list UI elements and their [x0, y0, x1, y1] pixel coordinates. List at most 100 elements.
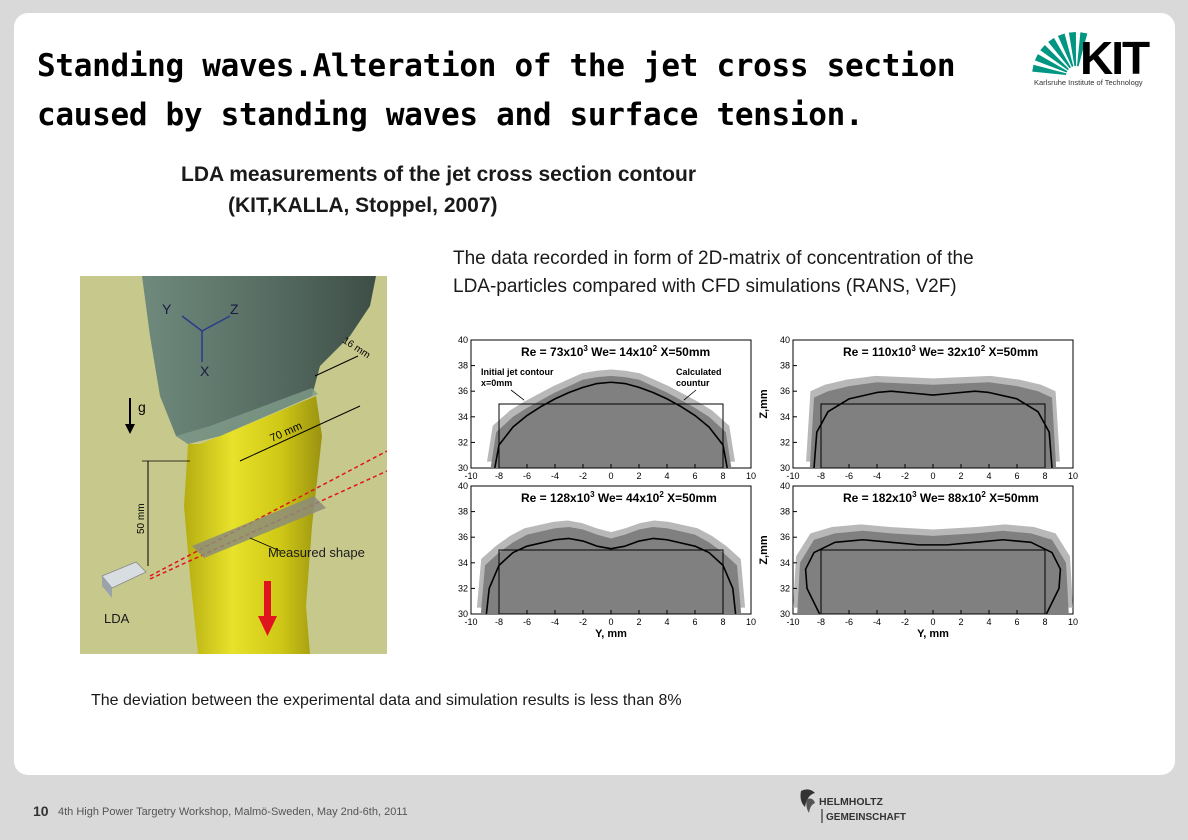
- kit-logo: KIT: [1032, 32, 1150, 80]
- y-tick-label: 38: [780, 507, 790, 517]
- y-tick-label: 40: [458, 335, 468, 345]
- x-tick-label: 2: [958, 617, 963, 627]
- y-tick-label: 40: [458, 481, 468, 491]
- panel-title: Re = 128x103 We= 44x102 X=50mm: [521, 490, 717, 505]
- x-tick-label: 10: [1068, 617, 1078, 627]
- y-tick-label: 38: [458, 507, 468, 517]
- panel-title: Re = 110x103 We= 32x102 X=50mm: [843, 344, 1038, 359]
- y-tick-label: 32: [780, 437, 790, 447]
- panel-annotation: countur: [676, 378, 710, 388]
- conclusion-text: The deviation between the experimental d…: [91, 692, 682, 709]
- helmholtz-mark-icon: [800, 789, 815, 813]
- y-tick-label: 34: [458, 558, 468, 568]
- description-text: The data recorded in form of 2D-matrix o…: [453, 248, 974, 297]
- x-tick-label: -6: [845, 617, 853, 627]
- axis-x-label: X: [200, 363, 210, 379]
- x-tick-label: 8: [1042, 617, 1047, 627]
- panel-title: Re = 182x103 We= 88x102 X=50mm: [843, 490, 1039, 505]
- x-tick-label: 10: [746, 617, 756, 627]
- x-tick-label: 4: [664, 471, 669, 481]
- laser-beam-2: [149, 470, 387, 580]
- flow-arrow-shaft: [264, 581, 271, 619]
- annotation-pointer: [510, 389, 525, 401]
- nozzle-exit-plane: [176, 388, 318, 444]
- y-tick-label: 40: [780, 335, 790, 345]
- x-tick-label: -8: [495, 471, 503, 481]
- x-tick-label: -10: [464, 471, 477, 481]
- kit-logo-subtitle: Karlsruhe Institute of Technology: [1034, 78, 1143, 87]
- y-tick-label: 36: [458, 386, 468, 396]
- page-number: 10: [33, 803, 49, 819]
- x-tick-label: -4: [873, 617, 881, 627]
- x-tick-label: -8: [817, 617, 825, 627]
- x-tick-label: -4: [551, 471, 559, 481]
- x-tick-label: -2: [579, 471, 587, 481]
- laser-beam-1: [149, 450, 387, 577]
- axis-z-label: Z: [230, 301, 239, 317]
- panel-annotation: x=0mm: [481, 378, 512, 388]
- footer-text: 4th High Power Targetry Workshop, Malmö-…: [58, 806, 408, 818]
- y-axis-label: Z,mm: [758, 535, 770, 565]
- calculated-contour: [485, 537, 737, 615]
- y-tick-label: 34: [458, 412, 468, 422]
- kit-fan-blade: [1068, 32, 1076, 67]
- measured-shape-label: Measured shape: [268, 545, 365, 560]
- x-tick-label: 2: [958, 471, 963, 481]
- y-tick-label: 30: [780, 609, 790, 619]
- x-tick-label: 4: [986, 617, 991, 627]
- y-tick-label: 34: [780, 558, 790, 568]
- gravity-arrow-head: [125, 424, 135, 434]
- kit-fan-blade: [1057, 33, 1074, 67]
- x-tick-label: -8: [817, 471, 825, 481]
- x-tick-label: 8: [720, 617, 725, 627]
- y-tick-label: 36: [780, 532, 790, 542]
- x-tick-label: -6: [845, 471, 853, 481]
- calculated-contour: [494, 381, 728, 469]
- helmholtz-logo: HELMHOLTZ GEMEINSCHAFT: [800, 789, 906, 823]
- x-tick-label: 2: [636, 617, 641, 627]
- slide-title: Standing waves.Alteration of the jet cro…: [37, 48, 956, 133]
- x-tick-label: 0: [608, 471, 613, 481]
- y-axis-label: Z,mm: [758, 389, 770, 419]
- x-tick-label: -10: [786, 471, 799, 481]
- y-tick-label: 32: [458, 437, 468, 447]
- jet-setup-diagram: Y Z X g 16 mm 70 mm 50 mm Measured shape…: [80, 276, 387, 654]
- x-tick-label: -6: [523, 471, 531, 481]
- x-tick-label: -2: [579, 617, 587, 627]
- y-tick-label: 38: [780, 361, 790, 371]
- kit-fan-icon: [1032, 32, 1088, 76]
- x-tick-label: 0: [930, 617, 935, 627]
- x-tick-label: 6: [1014, 617, 1019, 627]
- x-tick-label: 10: [1068, 471, 1078, 481]
- subtitle-lda: LDA measurements of the jet cross sectio…: [181, 163, 697, 186]
- dim-50-label: 50 mm: [136, 503, 147, 534]
- x-tick-label: 6: [692, 617, 697, 627]
- y-tick-label: 32: [780, 583, 790, 593]
- panel-annotation: Calculated: [676, 367, 722, 377]
- x-tick-label: -4: [551, 617, 559, 627]
- y-tick-label: 40: [780, 481, 790, 491]
- panel-title: Re = 73x103 We= 14x102 X=50mm: [521, 344, 710, 359]
- x-tick-label: 0: [930, 471, 935, 481]
- x-tick-label: 8: [1042, 471, 1047, 481]
- panel-annotation: Initial jet contour: [481, 367, 554, 377]
- dim-16-line: [314, 355, 359, 377]
- measured-area: [490, 375, 732, 468]
- kit-fan-blade: [1040, 44, 1069, 71]
- y-tick-label: 30: [458, 463, 468, 473]
- x-tick-label: -8: [495, 617, 503, 627]
- flow-arrow-head: [258, 616, 277, 636]
- x-axis-label: Y, mm: [917, 628, 949, 640]
- x-tick-label: 4: [986, 471, 991, 481]
- calculated-contour: [813, 390, 1053, 469]
- x-tick-label: -2: [901, 471, 909, 481]
- x-tick-label: 4: [664, 617, 669, 627]
- calculated-contour: [804, 538, 1062, 615]
- x-tick-label: -10: [786, 617, 799, 627]
- x-tick-label: 2: [636, 471, 641, 481]
- x-tick-label: -4: [873, 471, 881, 481]
- x-tick-label: 10: [746, 471, 756, 481]
